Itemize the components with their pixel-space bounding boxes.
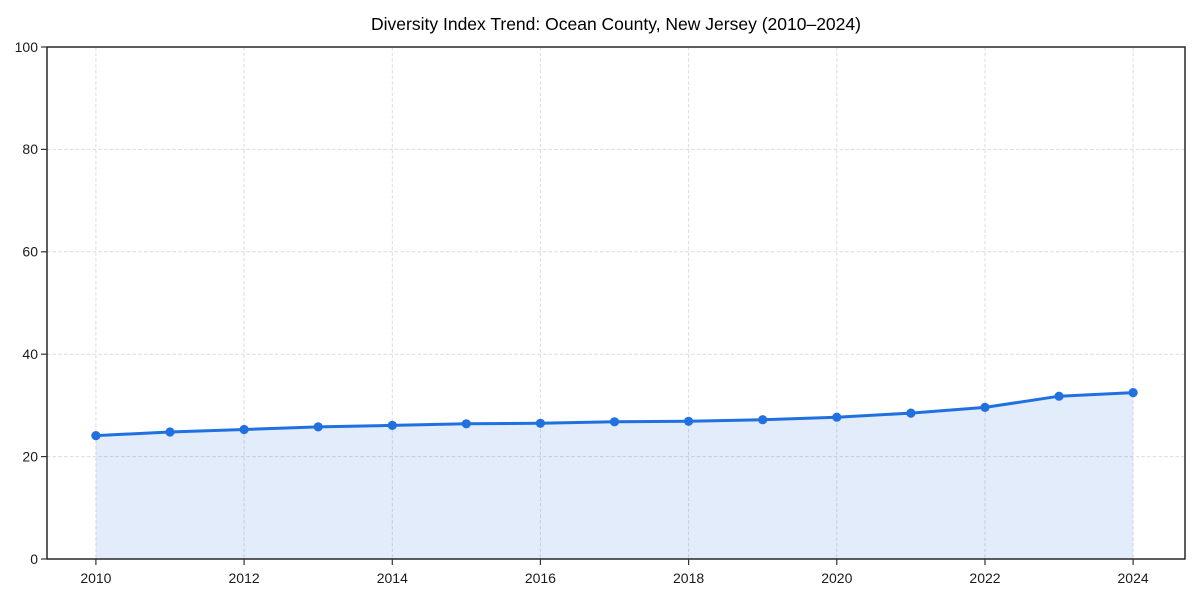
y-tick-label-40: 40 <box>22 346 38 362</box>
x-tick-label-2012: 2012 <box>229 570 260 586</box>
x-tick-label-2016: 2016 <box>525 570 556 586</box>
data-point-2014 <box>387 420 397 430</box>
data-point-2017 <box>609 417 620 427</box>
data-point-2011 <box>165 427 175 437</box>
x-tick-label-2024: 2024 <box>1118 570 1149 586</box>
data-point-2024 <box>1128 388 1138 398</box>
data-point-2019 <box>758 415 768 425</box>
axis-ticks <box>41 46 1134 565</box>
x-tick-label-2020: 2020 <box>821 570 852 586</box>
data-point-2018 <box>684 416 694 426</box>
x-tick-label-2010: 2010 <box>80 570 111 586</box>
data-point-2020 <box>832 412 842 422</box>
chart-title: Diversity Index Trend: Ocean County, New… <box>371 14 861 34</box>
y-tick-label-60: 60 <box>22 244 38 260</box>
gridlines <box>47 47 1185 559</box>
data-points <box>91 388 1138 441</box>
x-tick-label-2014: 2014 <box>377 570 408 586</box>
axis-labels: 0 20 40 60 80 100 2010 2012 2014 2016 2018 2020 2022… <box>15 39 1149 586</box>
data-point-2023 <box>1054 391 1064 401</box>
data-point-2013 <box>313 422 323 432</box>
data-point-2012 <box>239 424 249 435</box>
plot-frame <box>46 46 1186 560</box>
y-tick-label-100: 100 <box>15 39 39 55</box>
plot-border <box>46 46 1186 560</box>
y-tick-label-0: 0 <box>30 551 38 567</box>
data-point-2022 <box>980 402 990 412</box>
data-point-2016 <box>535 418 546 428</box>
data-point-2021 <box>906 408 916 418</box>
data-point-2010 <box>91 431 101 441</box>
data-point-2015 <box>461 419 471 429</box>
y-tick-label-80: 80 <box>22 141 38 157</box>
y-tick-label-20: 20 <box>22 448 38 464</box>
area-fill <box>95 392 1134 559</box>
x-tick-label-2018: 2018 <box>673 570 704 586</box>
x-tick-label-2022: 2022 <box>969 570 1000 586</box>
series-area <box>95 392 1134 559</box>
